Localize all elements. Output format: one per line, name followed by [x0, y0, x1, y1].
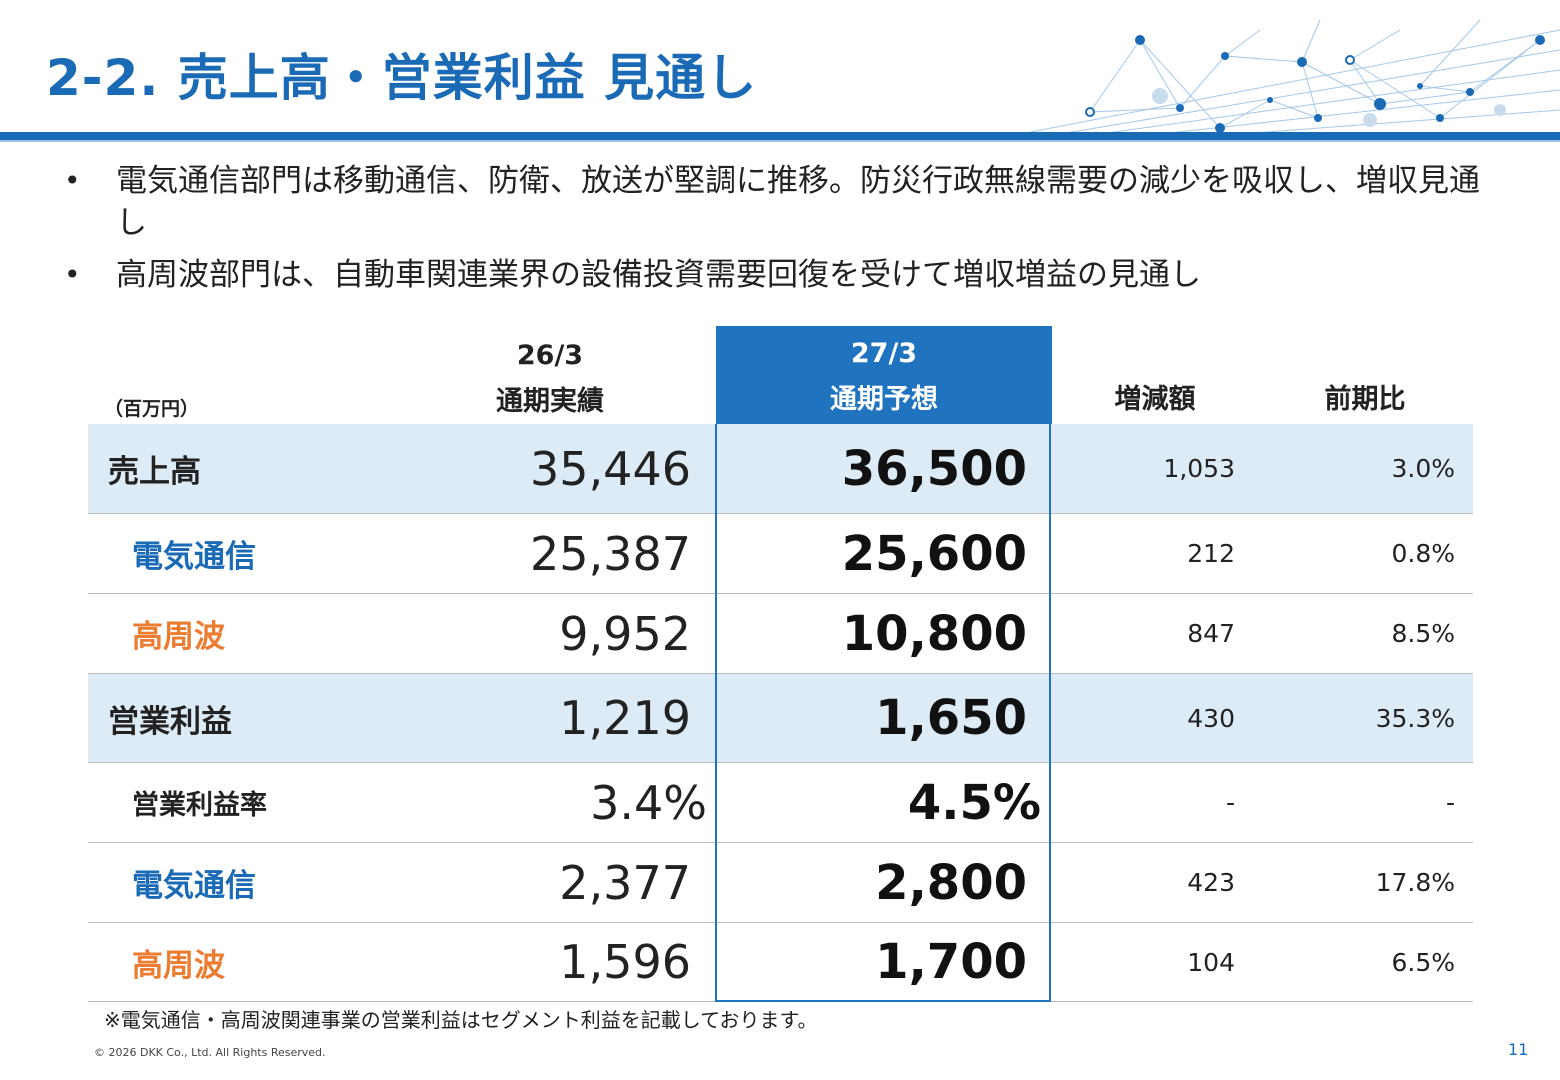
forecast-value: 36,500 [841, 440, 1027, 497]
actual-period: 26/3 [516, 340, 584, 371]
footnote: ※電気通信・高周波関連事業の営業利益はセグメント利益を記載しております。 [104, 1008, 818, 1032]
table-row-telecom-income: 電気通信 2,377 2,800 423 17.8% [88, 843, 1473, 923]
change-value: 847 [1187, 619, 1235, 648]
page-title: 2-2. 売上高・営業利益 見通し [46, 49, 758, 107]
change-value: 104 [1187, 947, 1235, 977]
table-row-operating-margin: 営業利益率 3.4% 4.5% - - [88, 763, 1473, 843]
change-value: 423 [1187, 868, 1235, 897]
ratio-value: 0.8% [1391, 539, 1455, 568]
change-value: 1,053 [1163, 454, 1235, 483]
ratio-value: 6.5% [1391, 947, 1455, 977]
table-row-net-sales: 売上高 35,446 36,500 1,053 3.0% [88, 424, 1473, 514]
table-row-operating-income: 営業利益 1,219 1,650 430 35.3% [88, 674, 1473, 763]
row-label: 売上高 [108, 454, 201, 490]
change-value: - [1225, 788, 1235, 817]
copyright: © 2026 DKK Co., Ltd. All Rights Reserved… [94, 1046, 326, 1059]
table-row-hf-sales: 高周波 9,952 10,800 847 8.5% [88, 594, 1473, 674]
actual-value: 3.4% [590, 775, 707, 830]
actual-value: 9,952 [559, 606, 691, 661]
forecast-table: 売上高 35,446 36,500 1,053 3.0% 電気通信 25,387… [88, 424, 1473, 1002]
actual-value: 35,446 [530, 441, 691, 496]
forecast-value: 10,800 [841, 605, 1027, 662]
ratio-column-header: 前期比 [1324, 384, 1406, 415]
row-label: 高周波 [132, 947, 225, 984]
actual-value: 1,596 [559, 935, 691, 989]
forecast-period: 27/3 [850, 338, 918, 369]
ratio-value: - [1445, 788, 1455, 817]
change-value: 430 [1187, 703, 1235, 733]
forecast-column-header: 27/3 通期予想 [716, 326, 1052, 424]
actual-value: 1,219 [559, 691, 691, 745]
bullet-item: • 高周波部門は、自動車関連業界の設備投資需要回復を受けて増収増益の見通し [64, 254, 1504, 296]
actual-label: 通期実績 [496, 386, 604, 417]
ratio-value: 17.8% [1375, 868, 1455, 897]
header-rule [0, 132, 1560, 140]
bullet-text: 電気通信部門は移動通信、防衛、放送が堅調に推移。防災行政無線需要の減少を吸収し、… [116, 163, 1480, 241]
header-rule-light [0, 140, 1560, 142]
row-label: 高周波 [132, 619, 225, 655]
ratio-value: 35.3% [1375, 703, 1455, 733]
ratio-value: 3.0% [1391, 454, 1455, 483]
forecast-value: 2,800 [875, 854, 1027, 911]
bullet-item: • 電気通信部門は移動通信、防衛、放送が堅調に推移。防災行政無線需要の減少を吸収… [64, 160, 1504, 244]
row-label: 営業利益率 [132, 790, 267, 821]
forecast-value: 4.5% [907, 774, 1041, 831]
row-label: 電気通信 [132, 868, 256, 904]
forecast-value: 1,650 [875, 690, 1027, 746]
bullet-dot-icon: • [64, 258, 81, 291]
table-row-telecom-sales: 電気通信 25,387 25,600 212 0.8% [88, 514, 1473, 594]
row-label: 営業利益 [108, 703, 232, 740]
row-label: 電気通信 [132, 539, 256, 575]
change-value: 212 [1187, 539, 1235, 568]
network-graphic-icon [1020, 19, 1560, 135]
forecast-value: 25,600 [841, 525, 1027, 582]
table-row-hf-income: 高周波 1,596 1,700 104 6.5% [88, 923, 1473, 1002]
ratio-value: 8.5% [1391, 619, 1455, 648]
bullet-list: • 電気通信部門は移動通信、防衛、放送が堅調に推移。防災行政無線需要の減少を吸収… [64, 160, 1504, 296]
actual-value: 25,387 [530, 526, 691, 581]
bullet-dot-icon: • [64, 164, 81, 197]
change-column-header: 増減額 [1114, 384, 1196, 415]
page-number: 11 [1508, 1040, 1529, 1059]
actual-column-header: 26/3 通期実績 [440, 338, 660, 420]
bullet-text: 高周波部門は、自動車関連業界の設備投資需要回復を受けて増収増益の見通し [116, 257, 1201, 293]
forecast-value: 1,700 [875, 934, 1027, 990]
actual-value: 2,377 [559, 855, 691, 910]
forecast-label: 通期予想 [830, 384, 938, 415]
unit-label: （百万円） [104, 398, 200, 420]
